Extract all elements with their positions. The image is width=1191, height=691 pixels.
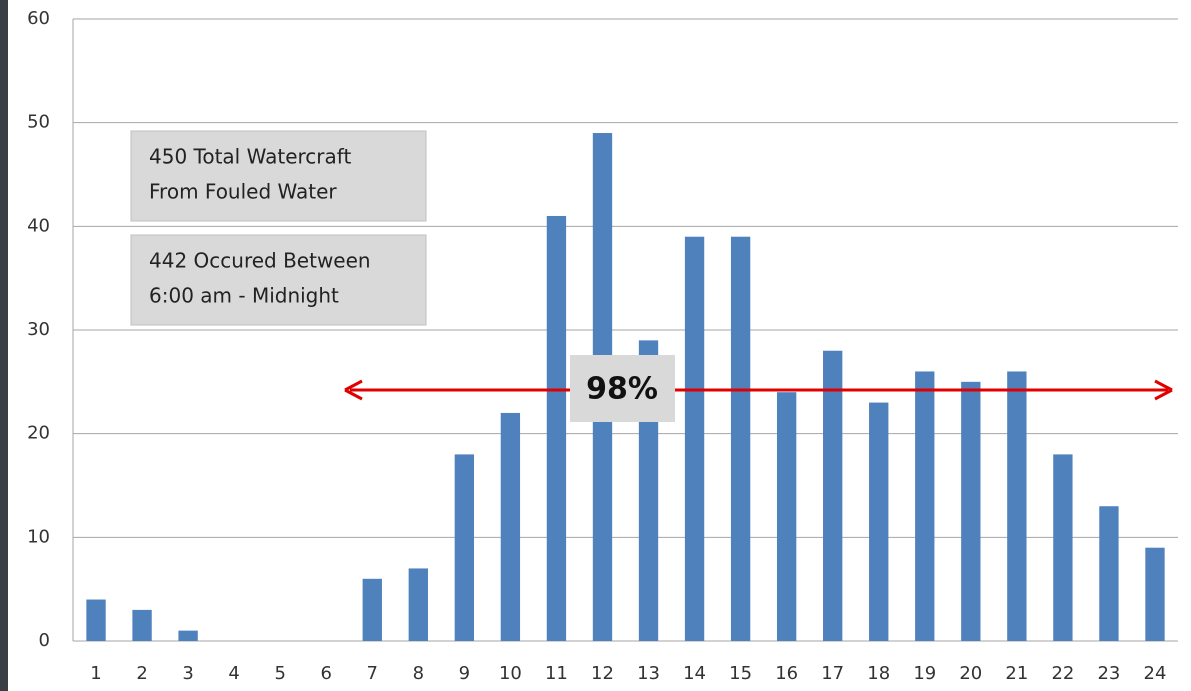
- x-tick-label: 20: [959, 663, 982, 684]
- x-tick-label: 2: [136, 663, 147, 684]
- y-tick-label: 10: [27, 526, 50, 547]
- bar: [730, 236, 751, 641]
- bar: [1099, 506, 1119, 641]
- x-tick-label: 11: [545, 663, 568, 684]
- bar: [961, 381, 981, 641]
- x-tick-label: 13: [637, 663, 660, 684]
- x-tick-label: 15: [729, 663, 752, 684]
- x-tick-label: 18: [867, 663, 890, 684]
- percent-label: 98%: [586, 372, 658, 407]
- bar: [86, 599, 106, 641]
- x-tick-label: 24: [1144, 663, 1167, 684]
- bar: [776, 392, 797, 641]
- x-tick-label: 22: [1051, 663, 1074, 684]
- x-tick-label: 5: [274, 663, 285, 684]
- x-tick-label: 16: [775, 663, 798, 684]
- bar: [1145, 547, 1165, 641]
- y-tick-label: 60: [27, 8, 50, 29]
- bar: [1053, 454, 1073, 641]
- bar: [500, 412, 521, 641]
- bar: [454, 454, 475, 641]
- bar: [132, 609, 152, 641]
- bar: [684, 236, 705, 641]
- x-tick-label: 3: [182, 663, 193, 684]
- y-tick-label: 0: [39, 630, 50, 651]
- x-tick-label: 9: [459, 663, 470, 684]
- x-tick-label: 8: [413, 663, 424, 684]
- note-text: 6:00 am - Midnight: [149, 284, 339, 308]
- x-tick-label: 7: [367, 663, 378, 684]
- x-tick-label: 4: [228, 663, 239, 684]
- annotations: 450 Total Watercraft From Fouled Water 4…: [130, 130, 427, 326]
- arrow-head: [344, 379, 363, 401]
- bar: [869, 402, 889, 641]
- bar: [362, 578, 382, 641]
- note-box: [130, 234, 427, 326]
- frame-edge: [0, 0, 8, 691]
- arrow-head: [1154, 379, 1173, 401]
- x-tick-label: 14: [683, 663, 706, 684]
- x-tick-label: 10: [499, 663, 522, 684]
- bar: [1007, 371, 1027, 641]
- percent-box: [570, 355, 675, 422]
- x-tick-label: 1: [90, 663, 101, 684]
- bar: [915, 371, 935, 641]
- bar: [823, 350, 843, 641]
- note-box: [130, 130, 427, 222]
- note-text: From Fouled Water: [149, 180, 337, 204]
- x-tick-label: 6: [321, 663, 332, 684]
- x-tick-label: 23: [1097, 663, 1120, 684]
- note-text: 450 Total Watercraft: [149, 145, 351, 169]
- x-tick-label: 12: [591, 663, 614, 684]
- y-tick-label: 50: [27, 112, 50, 133]
- bar: [408, 568, 428, 641]
- y-tick-label: 30: [27, 319, 50, 340]
- x-tick-label: 21: [1005, 663, 1028, 684]
- bar: [178, 630, 198, 641]
- x-tick-label: 17: [821, 663, 844, 684]
- note-text: 442 Occured Between: [149, 249, 371, 273]
- x-tick-label: 19: [913, 663, 936, 684]
- y-tick-label: 20: [27, 423, 50, 444]
- bar: [546, 215, 567, 641]
- y-tick-label: 40: [27, 215, 50, 236]
